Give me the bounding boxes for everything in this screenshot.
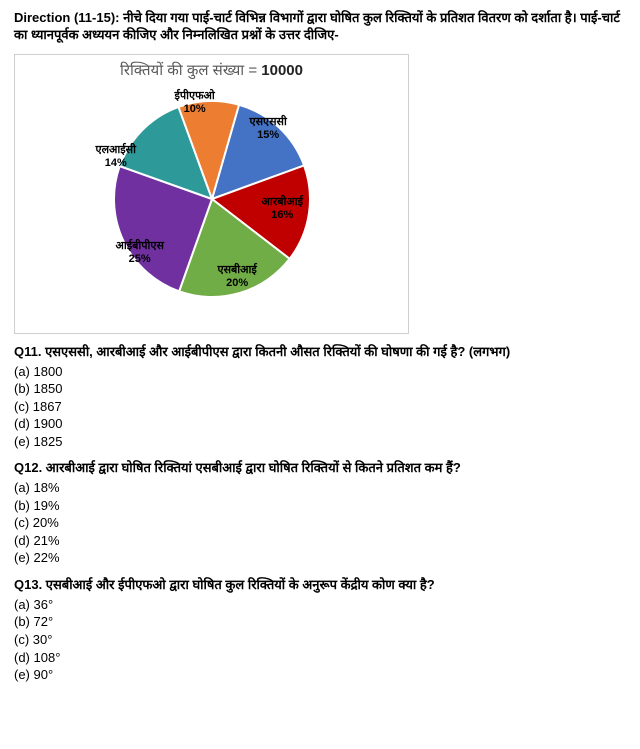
option-2-d: (d) 21%: [14, 532, 626, 550]
options-3: (a) 36°(b) 72°(c) 30°(d) 108°(e) 90°: [14, 596, 626, 684]
chart-title-value: 10000: [261, 62, 303, 79]
chart-title-prefix: रिक्तियों की कुल संख्या =: [120, 62, 261, 79]
chart-title: रिक्तियों की कुल संख्या = 10000: [21, 61, 402, 81]
question-1: Q11. एसएससी, आरबीआई और आईबीपीएस द्वारा क…: [14, 344, 626, 361]
option-1-a: (a) 1800: [14, 363, 626, 381]
option-1-d: (d) 1900: [14, 415, 626, 433]
option-2-a: (a) 18%: [14, 479, 626, 497]
option-2-c: (c) 20%: [14, 514, 626, 532]
pie-chart-container: रिक्तियों की कुल संख्या = 10000 एसएससी15…: [14, 54, 409, 334]
option-3-d: (d) 108°: [14, 649, 626, 667]
question-2: Q12. आरबीआई द्वारा घोषित रिक्तियां एसबीआ…: [14, 460, 626, 477]
question-3: Q13. एसबीआई और ईपीएफओ द्वारा घोषित कुल र…: [14, 577, 626, 594]
direction-text: Direction (11-15): नीचे दिया गया पाई-चार…: [14, 10, 626, 44]
option-2-e: (e) 22%: [14, 549, 626, 567]
options-1: (a) 1800(b) 1850(c) 1867(d) 1900(e) 1825: [14, 363, 626, 451]
option-1-c: (c) 1867: [14, 398, 626, 416]
pie-chart: एसएससी15%आरबीआई16%एसबीआई20%आईबीपीएस25%एल…: [22, 84, 402, 314]
option-1-e: (e) 1825: [14, 433, 626, 451]
option-1-b: (b) 1850: [14, 380, 626, 398]
option-3-a: (a) 36°: [14, 596, 626, 614]
option-3-b: (b) 72°: [14, 613, 626, 631]
option-2-b: (b) 19%: [14, 497, 626, 515]
option-3-c: (c) 30°: [14, 631, 626, 649]
options-2: (a) 18%(b) 19%(c) 20%(d) 21%(e) 22%: [14, 479, 626, 567]
option-3-e: (e) 90°: [14, 666, 626, 684]
